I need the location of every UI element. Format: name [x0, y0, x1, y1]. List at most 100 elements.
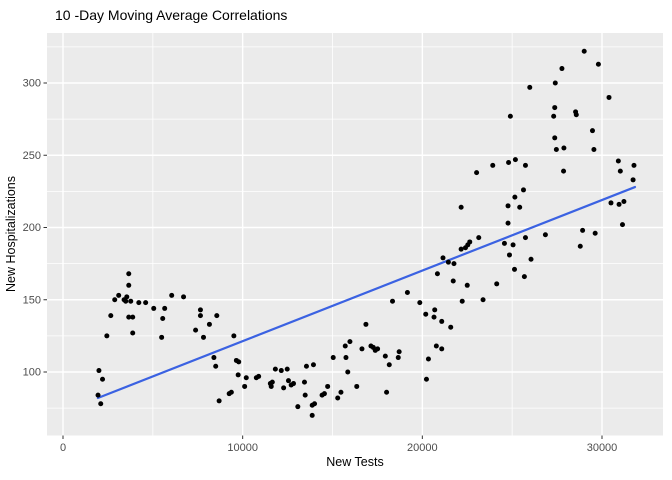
data-point — [577, 243, 583, 249]
data-point — [126, 282, 132, 288]
data-point — [458, 204, 464, 210]
data-point — [384, 389, 390, 395]
data-point — [216, 398, 222, 404]
data-point — [459, 298, 465, 304]
data-point — [404, 290, 410, 296]
data-point — [363, 321, 369, 327]
data-point — [552, 105, 558, 111]
data-point — [506, 252, 512, 258]
data-point — [330, 355, 336, 361]
data-point — [228, 389, 234, 395]
data-point — [431, 314, 437, 320]
data-point — [100, 376, 106, 382]
data-point — [295, 404, 301, 410]
data-point — [552, 80, 558, 86]
data-point — [439, 346, 445, 352]
y-tick-label: 200 — [23, 222, 41, 234]
data-point — [608, 200, 614, 206]
x-tick-label: 30000 — [587, 442, 618, 454]
data-point — [128, 298, 134, 304]
y-tick-label: 300 — [23, 78, 41, 90]
data-point — [510, 242, 516, 248]
data-point — [476, 235, 482, 241]
data-point — [395, 355, 401, 361]
data-point — [343, 355, 349, 361]
data-point — [595, 61, 601, 67]
data-point — [580, 227, 586, 233]
data-point — [559, 66, 565, 72]
data-point — [512, 266, 518, 272]
data-point — [303, 363, 309, 369]
data-point — [159, 334, 165, 340]
data-point — [417, 300, 423, 306]
data-point — [386, 362, 392, 368]
x-axis-title: New Tests — [326, 455, 383, 469]
data-point — [116, 292, 122, 298]
data-point — [200, 334, 206, 340]
data-point — [522, 235, 528, 241]
data-point — [310, 362, 316, 368]
data-point — [242, 383, 248, 389]
axis-tick-marks — [43, 82, 603, 439]
data-point — [581, 48, 587, 54]
data-point — [214, 313, 220, 319]
data-point — [423, 376, 429, 382]
data-point — [143, 300, 149, 306]
data-point — [528, 256, 534, 262]
data-point — [193, 327, 199, 333]
axis-tick-labels: 0 10000 20000 30000 100 150 200 250 300 — [23, 78, 618, 455]
data-point — [309, 412, 315, 418]
data-point — [439, 318, 445, 324]
data-point — [281, 385, 287, 391]
data-point — [440, 255, 446, 261]
data-point — [591, 146, 597, 152]
data-point — [98, 401, 104, 407]
data-point — [211, 355, 217, 361]
data-point — [268, 383, 274, 389]
data-point — [521, 274, 527, 280]
data-point — [512, 157, 518, 163]
data-point — [354, 383, 360, 389]
x-tick-label: 0 — [60, 442, 66, 454]
trend-line — [96, 185, 637, 400]
data-point — [505, 220, 511, 226]
data-point — [206, 321, 212, 327]
data-point — [561, 168, 567, 174]
data-point — [631, 162, 637, 168]
data-point — [335, 395, 341, 401]
data-point — [130, 314, 136, 320]
chart-title: 10 -Day Moving Average Correlations — [55, 7, 287, 23]
data-point — [162, 305, 168, 311]
y-tick-label: 250 — [23, 150, 41, 162]
data-point — [126, 314, 132, 320]
data-point — [450, 278, 456, 284]
data-point — [136, 300, 142, 306]
data-point — [197, 313, 203, 319]
data-point — [126, 271, 132, 277]
data-point — [458, 246, 464, 252]
data-point — [432, 307, 438, 313]
data-point — [236, 359, 242, 365]
y-tick-label: 100 — [23, 367, 41, 379]
data-point — [269, 379, 275, 385]
data-point — [235, 372, 241, 378]
data-point — [423, 311, 429, 317]
data-point — [213, 363, 219, 369]
data-point — [617, 168, 623, 174]
data-point — [342, 343, 348, 349]
data-point — [325, 383, 331, 389]
data-point — [451, 261, 457, 267]
data-point — [467, 239, 473, 245]
data-point — [494, 281, 500, 287]
data-point — [425, 356, 431, 362]
data-point — [108, 313, 114, 319]
data-point — [197, 307, 203, 313]
data-point — [542, 232, 548, 238]
data-point — [302, 392, 308, 398]
data-point — [104, 333, 110, 339]
regression-line — [96, 185, 637, 400]
data-point — [448, 324, 454, 330]
data-point — [464, 282, 470, 288]
data-point — [345, 369, 351, 375]
data-point — [278, 368, 284, 374]
